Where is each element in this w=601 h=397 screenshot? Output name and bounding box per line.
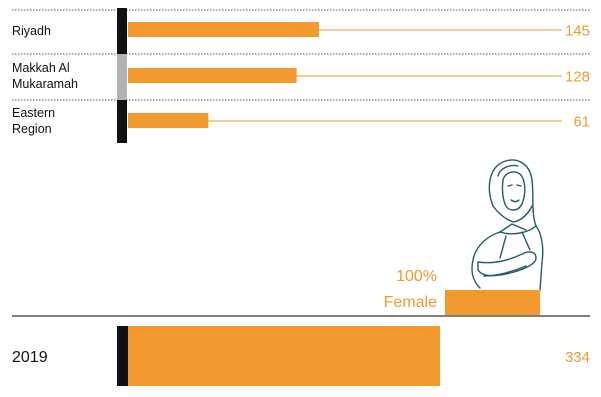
region-bar (128, 113, 209, 128)
female-word-label: Female (384, 294, 437, 311)
region-bar (128, 68, 297, 83)
region-bar (128, 22, 320, 37)
total-marker (117, 326, 128, 386)
female-share-bar (445, 290, 540, 315)
female-share-group: 100% Female (384, 268, 540, 315)
region-marker (117, 54, 127, 100)
total-category-label: 2019 (12, 349, 48, 366)
region-value-label: 61 (573, 114, 590, 131)
region-label: Riyadh (12, 24, 51, 38)
region-label: Makkah Al (12, 61, 70, 75)
region-label: Mukaramah (12, 77, 78, 91)
region-value-label: 128 (565, 69, 590, 86)
total-bar: 2019 334 (12, 326, 590, 386)
region-label: Region (12, 122, 52, 136)
female-percent-label: 100% (396, 268, 437, 285)
total-value-label: 334 (565, 349, 590, 366)
region-bars: 145 Riyadh 128 Makkah Al Mukaramah 61 Eastern R… (12, 8, 590, 143)
total-bar-rect (128, 326, 440, 386)
region-marker (117, 8, 127, 54)
female-worker-illustration (471, 159, 544, 291)
region-marker (117, 100, 127, 143)
region-value-label: 145 (565, 23, 590, 40)
region-label: Eastern (12, 106, 55, 120)
